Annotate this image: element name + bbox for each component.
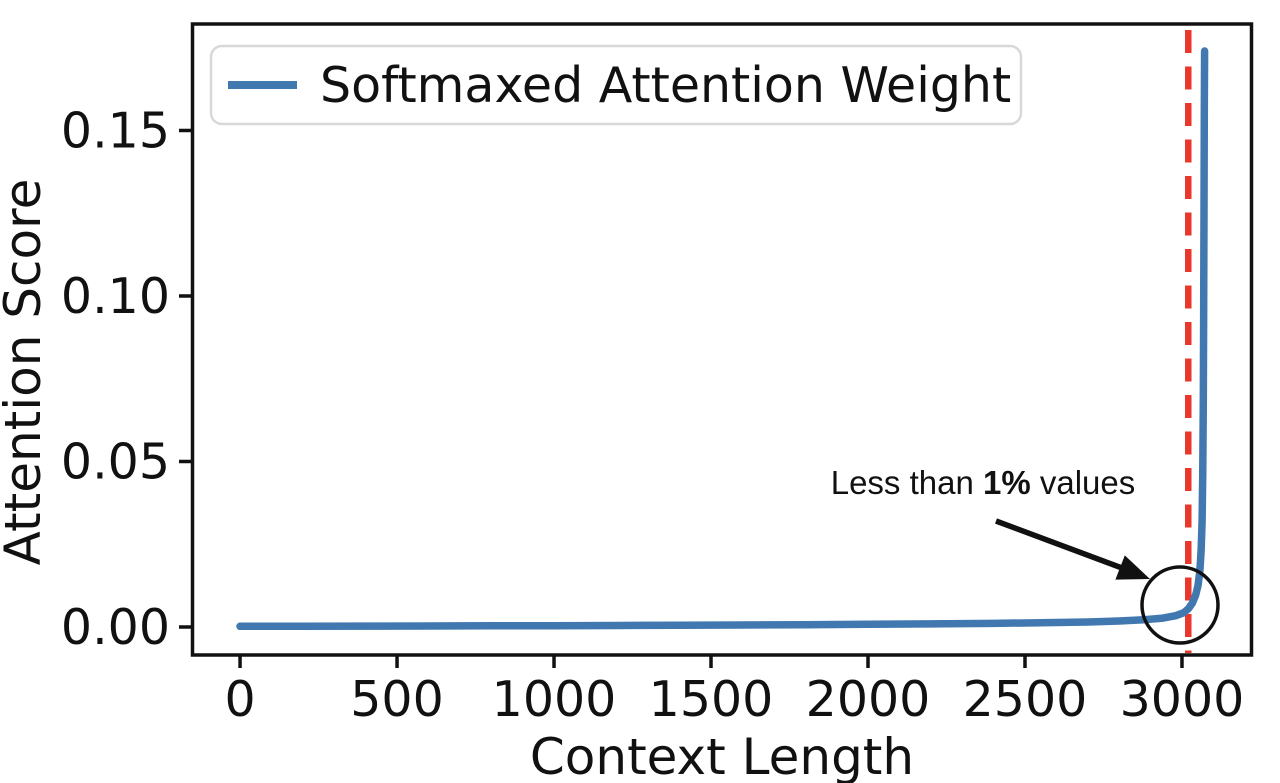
annotation-arrow: [995, 518, 1150, 580]
x-tick-label: 2500: [963, 671, 1088, 728]
x-axis-label: Context Length: [530, 728, 914, 783]
y-tick-label: 0.10: [61, 268, 170, 325]
highlight-circle: [1140, 565, 1220, 645]
x-tick-label: 1000: [492, 671, 617, 728]
y-axis-label: Attention Score: [0, 179, 52, 566]
legend-box: [209, 44, 1023, 126]
x-tick-label: 0: [224, 671, 255, 728]
y-tick-label: 0.15: [61, 102, 170, 159]
legend-label: Softmaxed Attention Weight: [320, 57, 1011, 114]
plot-border: [190, 22, 1254, 657]
annotation-text: Less than 1% values: [831, 464, 1136, 501]
x-tick-label: 500: [350, 671, 444, 728]
legend: Softmaxed Attention Weight: [209, 44, 1023, 126]
x-tick-label: 1500: [649, 671, 774, 728]
y-tick-label: 0.05: [61, 433, 170, 490]
x-tick-label: 3000: [1120, 671, 1245, 728]
annotation: Less than 1% values: [831, 464, 1220, 645]
y-tick-label: 0.00: [61, 599, 170, 656]
x-tick-label: 2000: [806, 671, 931, 728]
attention-curve: [236, 47, 1209, 631]
